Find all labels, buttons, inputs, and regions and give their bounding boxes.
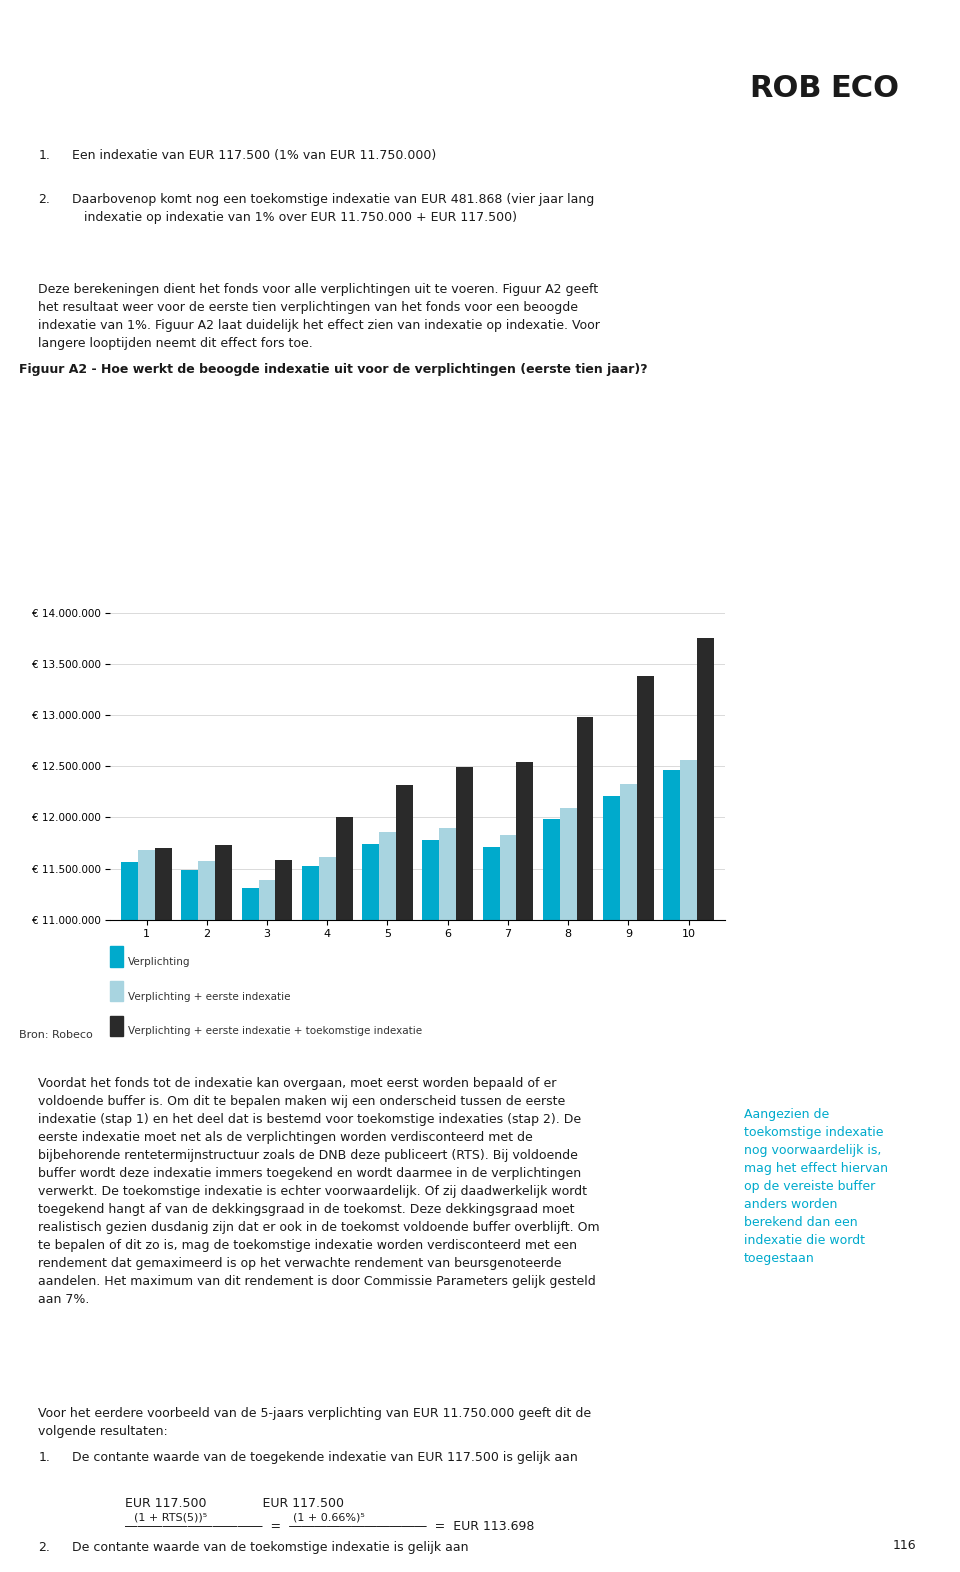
Text: (1 + RTS(5))⁵: (1 + RTS(5))⁵ [134, 1512, 207, 1522]
Bar [181, 869, 199, 1572]
Text: Verplichting + eerste indexatie: Verplichting + eerste indexatie [128, 992, 290, 1001]
Bar [258, 880, 276, 1572]
Bar [302, 866, 319, 1572]
Text: Deze berekeningen dient het fonds voor alle verplichtingen uit te voeren. Figuur: Deze berekeningen dient het fonds voor a… [38, 283, 600, 351]
Bar [577, 717, 593, 1572]
Bar [155, 849, 172, 1572]
Text: Verplichting + eerste indexatie + toekomstige indexatie: Verplichting + eerste indexatie + toekom… [128, 1027, 421, 1036]
Bar [336, 817, 352, 1572]
Bar [396, 784, 413, 1572]
Text: Voordat het fonds tot de indexatie kan overgaan, moet eerst worden bepaald of er: Voordat het fonds tot de indexatie kan o… [38, 1077, 600, 1306]
Text: 1.: 1. [38, 1451, 50, 1464]
Text: 2.: 2. [38, 193, 50, 206]
Bar [362, 844, 379, 1572]
Bar [199, 861, 215, 1572]
Text: 2.: 2. [38, 1541, 50, 1553]
Text: De contante waarde van de toegekende indexatie van EUR 117.500 is gelijk aan: De contante waarde van de toegekende ind… [72, 1451, 578, 1464]
Bar [483, 847, 499, 1572]
Bar [603, 795, 620, 1572]
Bar [620, 784, 636, 1572]
Bar [663, 770, 681, 1572]
Text: Voor het eerdere voorbeeld van de 5-jaars verplichting van EUR 11.750.000 geeft : Voor het eerdere voorbeeld van de 5-jaar… [38, 1407, 591, 1438]
Bar [422, 839, 440, 1572]
Bar [276, 860, 292, 1572]
Bar [379, 832, 396, 1572]
Bar [516, 762, 533, 1572]
Bar [456, 767, 473, 1572]
Bar [499, 835, 516, 1572]
Text: 116: 116 [893, 1539, 917, 1552]
Bar [121, 863, 138, 1572]
Text: 1.: 1. [38, 149, 50, 162]
Text: ROB: ROB [749, 74, 822, 102]
Text: Figuur A2 - Hoe werkt de beoogde indexatie uit voor de verplichtingen (eerste ti: Figuur A2 - Hoe werkt de beoogde indexat… [19, 363, 648, 376]
Bar [681, 761, 697, 1572]
Bar [440, 828, 456, 1572]
Bar [543, 819, 560, 1572]
Bar [215, 846, 232, 1572]
Bar [560, 808, 577, 1572]
Bar [636, 676, 654, 1572]
Text: EUR 117.500              EUR 117.500
―――――――――――  =  ―――――――――――  =  EUR 113.698: EUR 117.500 EUR 117.500 ――――――――――― = ――… [125, 1497, 534, 1533]
Text: (1 + 0.66%)⁵: (1 + 0.66%)⁵ [293, 1512, 365, 1522]
Text: Aangezien de
toekomstige indexatie
nog voorwaardelijk is,
mag het effect hiervan: Aangezien de toekomstige indexatie nog v… [744, 1108, 888, 1265]
Bar [697, 638, 714, 1572]
Text: ECO: ECO [830, 74, 900, 102]
Text: Verplichting: Verplichting [128, 957, 190, 967]
Bar [242, 888, 258, 1572]
Text: Bron: Robeco: Bron: Robeco [19, 1030, 93, 1039]
Text: De contante waarde van de toekomstige indexatie is gelijk aan: De contante waarde van de toekomstige in… [72, 1541, 468, 1553]
Text: Een indexatie van EUR 117.500 (1% van EUR 11.750.000): Een indexatie van EUR 117.500 (1% van EU… [72, 149, 436, 162]
Bar [138, 850, 155, 1572]
Text: Daarbovenop komt nog een toekomstige indexatie van EUR 481.868 (vier jaar lang
 : Daarbovenop komt nog een toekomstige ind… [72, 193, 594, 225]
Bar [319, 857, 336, 1572]
